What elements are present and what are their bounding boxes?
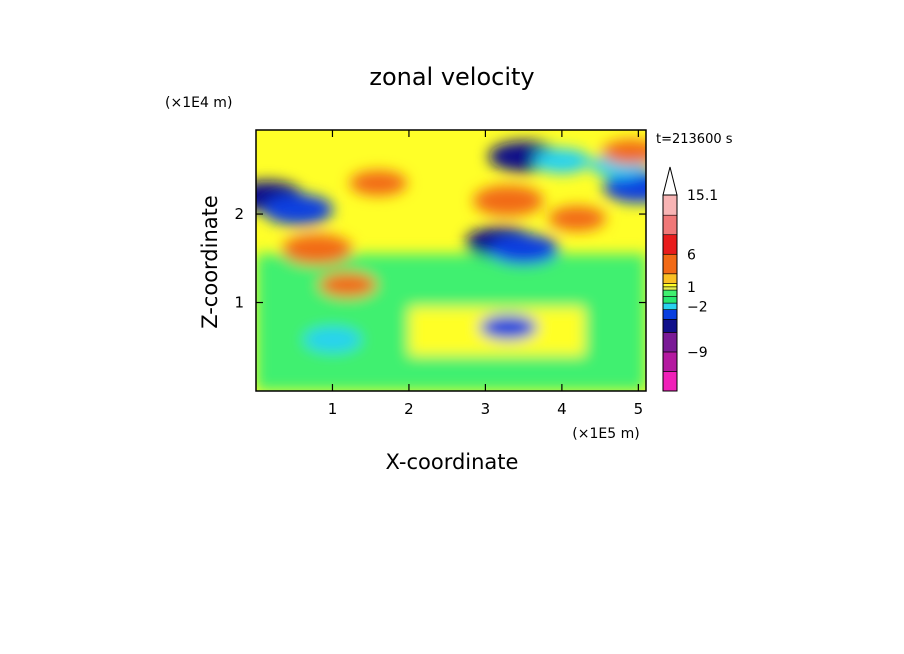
colorbar-level [662, 319, 678, 333]
colorbar-level [662, 332, 678, 353]
colorbar-level [662, 351, 678, 372]
field-feature [479, 314, 538, 340]
colorbar-label: −2 [687, 299, 708, 315]
colorbar-frame [662, 194, 678, 392]
colorbar-level [662, 194, 678, 216]
colorbar-label: 1 [687, 280, 696, 296]
time-label: t=213600 s [656, 132, 733, 147]
chart-title: zonal velocity [369, 63, 534, 91]
colorbar-level [662, 273, 678, 284]
colorbar-level [662, 289, 678, 297]
plot-frame [255, 129, 647, 392]
colorbar-level [662, 302, 678, 310]
x-tick-label: 3 [481, 400, 491, 418]
colorbar-level [662, 371, 678, 392]
colorbar-level [662, 309, 678, 320]
field-feature [533, 148, 591, 174]
y-tick-label: 2 [234, 205, 244, 223]
y-axis-label: Z-coordinate [198, 195, 222, 329]
colorbar-label: 15.1 [687, 188, 718, 204]
colorbar-label: −9 [687, 345, 708, 361]
field-feature [303, 327, 362, 353]
x-axis-label: X-coordinate [386, 450, 519, 474]
colorbar-extend-arrow [662, 166, 678, 196]
field-feature [349, 170, 408, 196]
colorbar-level [662, 286, 678, 291]
x-tick-label: 4 [557, 400, 567, 418]
colorbar-level [662, 283, 678, 288]
x-axis: 1 2 3 4 5 [328, 130, 643, 418]
field-feature [281, 234, 353, 265]
field-feature [548, 205, 606, 232]
heatmap-field [256, 130, 646, 391]
y-axis: 12 [234, 205, 646, 312]
field-feature [603, 172, 646, 203]
field-feature [488, 234, 559, 265]
field-feature [473, 185, 544, 217]
colorbar-label: 6 [687, 247, 696, 263]
x-tick-label: 1 [328, 400, 338, 418]
colorbar-level [662, 253, 678, 275]
x-unit-label: (×1E5 m) [572, 426, 639, 442]
colorbar: 15.1 6 1 −2 −9 [662, 166, 718, 392]
y-unit-label: (×1E4 m) [165, 95, 232, 111]
colorbar-level [662, 214, 678, 236]
field-feature [318, 272, 377, 298]
colorbar-level [662, 296, 678, 304]
y-tick-label: 1 [234, 294, 244, 312]
x-tick-label: 5 [634, 400, 644, 418]
field-blobs [256, 139, 646, 391]
field-feature [262, 194, 334, 226]
x-tick-label: 2 [404, 400, 414, 418]
colorbar-level [662, 234, 678, 255]
field-feature [601, 139, 646, 165]
